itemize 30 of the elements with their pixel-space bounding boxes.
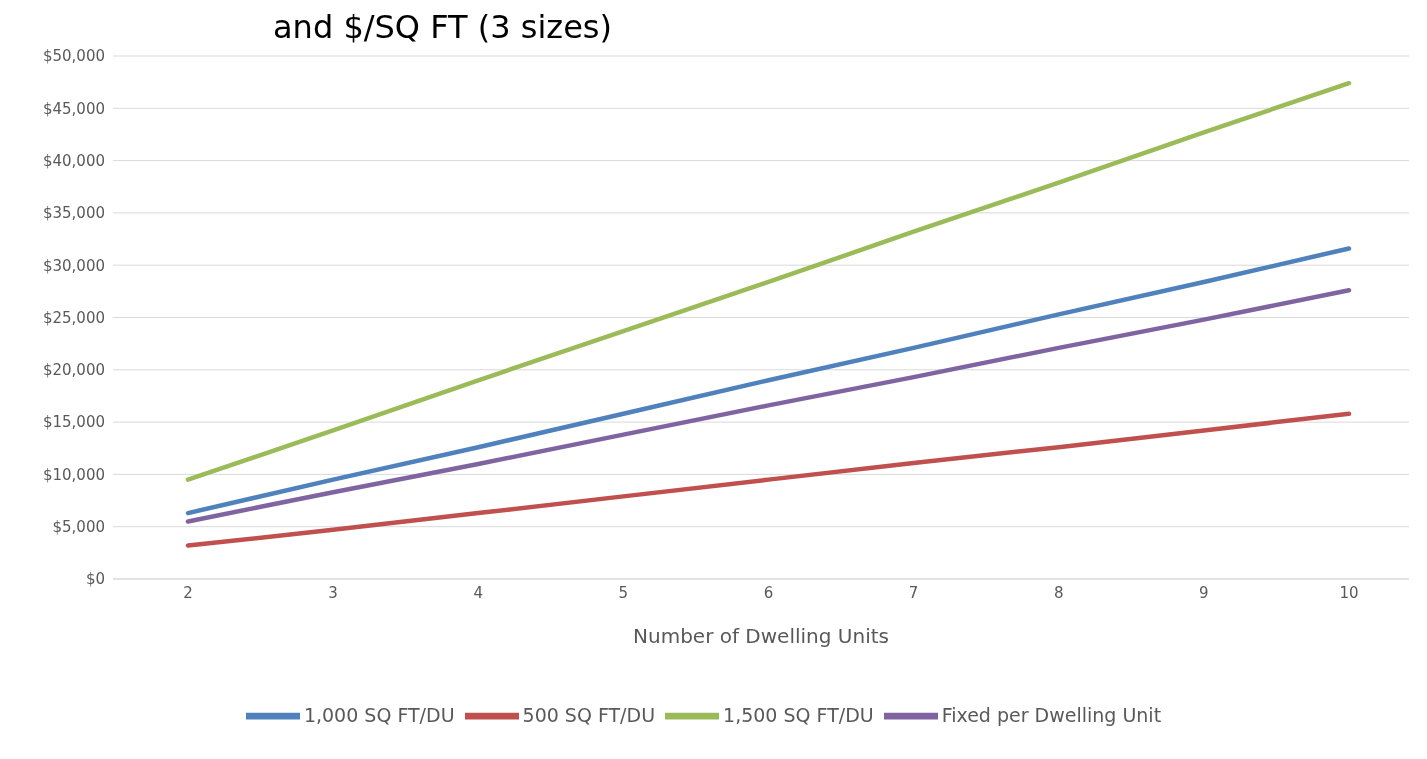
y-tick-label: $45,000 [42,99,105,118]
x-tick-label: 9 [1199,583,1209,602]
x-tick-label: 5 [618,583,629,602]
x-tick-label: 7 [908,583,919,602]
x-tick-label: 4 [473,583,484,602]
y-tick-label: $10,000 [42,465,105,484]
x-tick-label: 10 [1339,583,1359,602]
y-tick-label: $20,000 [42,361,105,380]
legend-label: 1,500 SQ FT/DU [723,703,874,726]
line-series [185,288,1352,524]
y-tick-label: $5,000 [52,518,105,537]
legend-label: 500 SQ FT/DU [522,703,656,726]
x-tick-label: 2 [183,583,193,602]
y-tick-label: $30,000 [42,256,105,275]
line-series [185,246,1352,516]
legend-label: Fixed per Dwelling Unit [941,703,1162,726]
line-series [185,411,1352,548]
x-tick-label: 3 [328,583,338,602]
x-axis-title: Number of Dwelling Units [633,624,889,649]
y-tick-label: $40,000 [42,151,105,170]
y-tick-label: $25,000 [42,308,105,327]
line-series [185,80,1352,482]
x-tick-label: 8 [1053,583,1064,602]
y-tick-label: $0 [85,570,105,589]
y-tick-label: $50,000 [42,47,105,66]
y-tick-label: $15,000 [42,413,105,432]
x-tick-label: 6 [763,583,774,602]
y-tick-label: $35,000 [42,204,105,223]
legend-label: 1,000 SQ FT/DU [303,703,455,726]
chart-title: and $/SQ FT (3 sizes) [273,8,612,46]
